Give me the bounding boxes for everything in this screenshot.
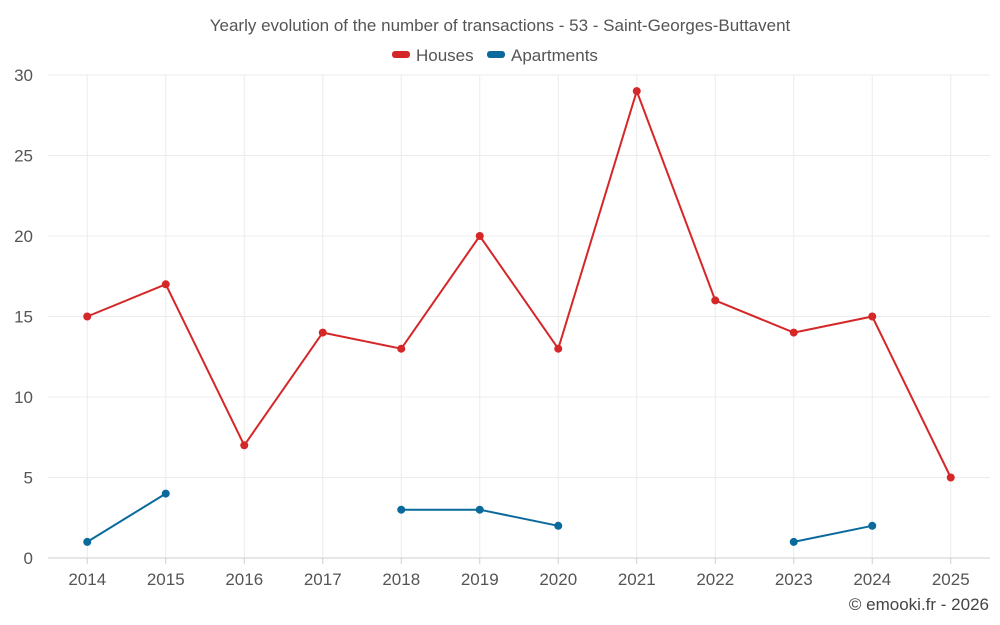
- y-tick-label: 5: [24, 469, 33, 488]
- y-axis-ticks: 0 5 10 15 20 25 30: [14, 66, 33, 568]
- data-point-apartments[interactable]: [554, 521, 563, 530]
- y-tick-label: 30: [14, 66, 33, 85]
- y-tick-label: 15: [14, 308, 33, 327]
- x-tick-label: 2024: [853, 570, 891, 589]
- x-tick-label: 2016: [225, 570, 263, 589]
- data-point-houses[interactable]: [397, 344, 406, 353]
- series-line-apartments: [793, 524, 873, 543]
- series-apartments: [83, 489, 877, 546]
- data-point-apartments[interactable]: [868, 521, 877, 530]
- legend: Houses Apartments: [392, 46, 598, 65]
- data-point-apartments[interactable]: [475, 505, 484, 514]
- y-tick-label: 20: [14, 227, 33, 246]
- data-point-houses[interactable]: [632, 87, 641, 96]
- series-line-apartments: [86, 492, 167, 543]
- x-tick-label: 2021: [618, 570, 656, 589]
- grid: [48, 74, 990, 558]
- data-point-houses[interactable]: [868, 312, 877, 321]
- data-point-houses[interactable]: [711, 296, 720, 305]
- data-point-houses[interactable]: [946, 473, 955, 482]
- x-tick-label: 2017: [304, 570, 342, 589]
- y-tick-label: 10: [14, 388, 33, 407]
- data-point-houses[interactable]: [789, 328, 798, 337]
- data-point-houses[interactable]: [240, 441, 249, 450]
- credit-text: © emooki.fr - 2026: [849, 595, 989, 614]
- y-tick-label: 0: [24, 549, 33, 568]
- x-tick-label: 2022: [696, 570, 734, 589]
- x-tick-label: 2015: [147, 570, 185, 589]
- data-point-houses[interactable]: [83, 312, 92, 321]
- legend-swatch-houses: [392, 51, 410, 58]
- x-tick-label: 2025: [932, 570, 970, 589]
- chart-title: Yearly evolution of the number of transa…: [210, 16, 791, 35]
- data-point-houses[interactable]: [554, 344, 563, 353]
- legend-item-houses[interactable]: Houses: [392, 46, 474, 65]
- x-axis-ticks: 2014 2015 2016 2017 2018 2019 2020 2021 2022 2023…: [68, 558, 970, 589]
- series-line-houses: [86, 90, 952, 478]
- x-tick-label: 2019: [461, 570, 499, 589]
- series: [83, 87, 955, 546]
- x-tick-label: 2023: [775, 570, 813, 589]
- legend-label-apartments: Apartments: [511, 46, 598, 65]
- legend-swatch-apartments: [487, 51, 505, 58]
- series-houses: [83, 87, 955, 482]
- data-point-houses[interactable]: [318, 328, 327, 337]
- data-point-apartments[interactable]: [397, 505, 406, 514]
- data-point-apartments[interactable]: [161, 489, 170, 498]
- x-tick-label: 2020: [539, 570, 577, 589]
- data-point-apartments[interactable]: [83, 537, 92, 546]
- data-point-houses[interactable]: [475, 232, 484, 240]
- legend-item-apartments[interactable]: Apartments: [487, 46, 598, 65]
- x-tick-label: 2014: [68, 570, 106, 589]
- data-point-apartments[interactable]: [789, 537, 798, 546]
- y-tick-label: 25: [14, 147, 33, 166]
- x-tick-label: 2018: [382, 570, 420, 589]
- data-point-houses[interactable]: [161, 280, 170, 289]
- legend-label-houses: Houses: [416, 46, 474, 65]
